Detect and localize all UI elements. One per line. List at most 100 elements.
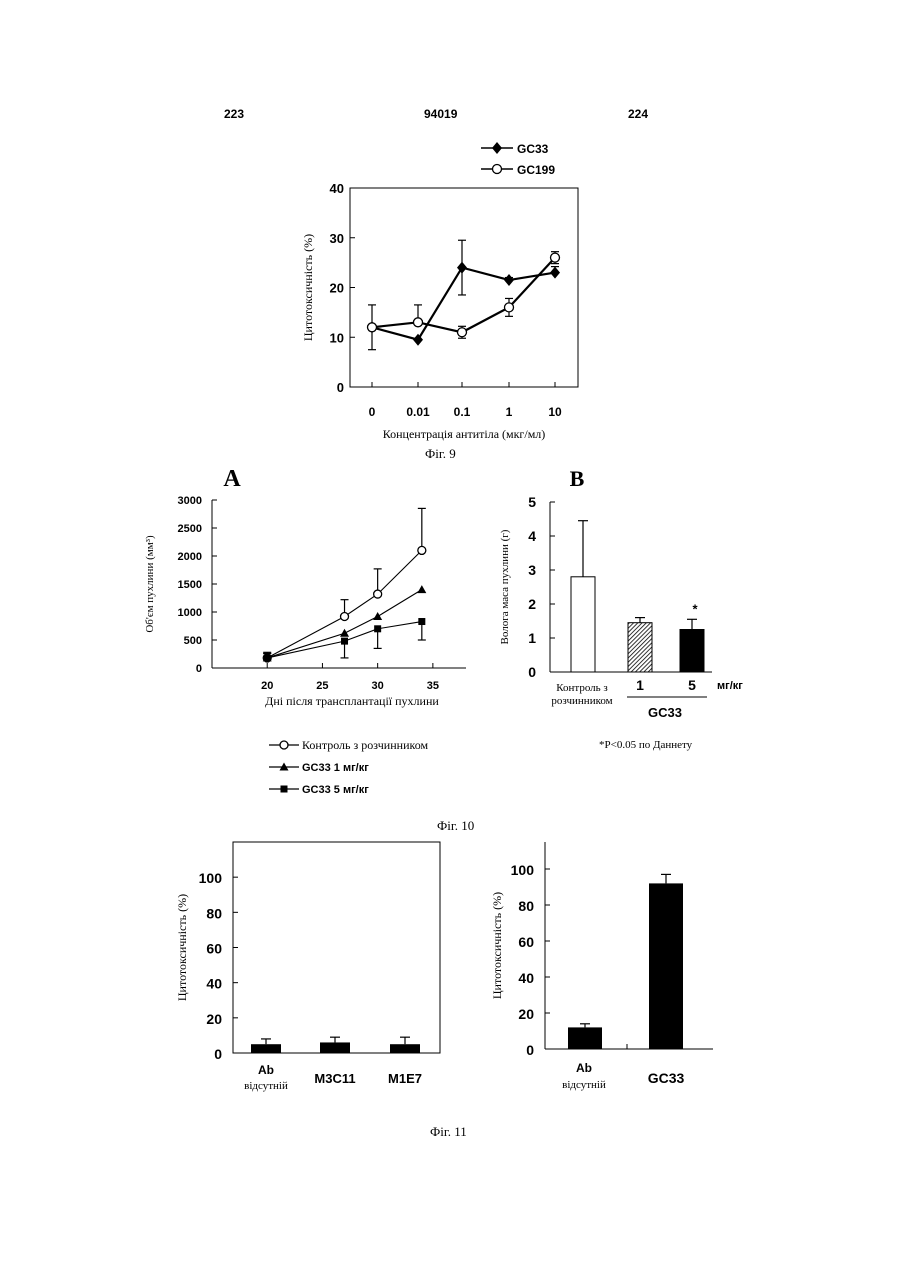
fig10b-xlabel-control-2: розчинником — [551, 695, 612, 707]
fig9-ytick-label: 20 — [330, 281, 344, 296]
fig10a-ytick-label: 2500 — [178, 523, 202, 535]
fig10b-xtick-label: 1 — [636, 677, 644, 693]
fig10a-ytick-label: 3000 — [178, 495, 202, 507]
fig10b-unit-label: мг/кг — [717, 680, 743, 692]
fig10b-ytick-label: 1 — [528, 630, 536, 646]
fig11-right-bar — [568, 1027, 602, 1049]
fig11-right-ylabel: Цитотоксичність (%) — [490, 892, 504, 999]
fig10b-ytick-label: 4 — [528, 528, 536, 544]
fig9-point-GC199 — [458, 328, 467, 337]
fig10a-point — [340, 629, 349, 637]
fig10a-ytick-label: 1500 — [178, 579, 202, 591]
fig9-point-GC199 — [505, 303, 514, 312]
fig10a-point — [418, 546, 426, 554]
fig11-left-ylabel: Цитотоксичність (%) — [175, 894, 189, 1001]
fig10a-ytick-label: 500 — [184, 635, 202, 647]
fig11-right-bar — [649, 883, 683, 1049]
fig11-left-bar — [251, 1044, 281, 1053]
fig10b-bar — [571, 577, 595, 672]
fig10b-panel-letter: B — [570, 466, 585, 491]
fig11-right-xtick-label: GC33 — [648, 1070, 685, 1086]
fig10a-ytick-label: 1000 — [178, 607, 202, 619]
fig10b-xlabel-control-1: Контроль з — [556, 682, 608, 694]
fig10b-ytick-label: 5 — [528, 494, 536, 510]
fig10a-legend-label: GC33 5 мг/кг — [302, 784, 369, 796]
fig9-legend-label: GC33 — [517, 142, 549, 156]
fig11-right-ytick-label: 80 — [518, 898, 534, 914]
fig10a-xtick-label: 25 — [316, 680, 328, 692]
fig11-left-ytick-label: 0 — [214, 1046, 222, 1062]
fig9-xtick-label: 0.1 — [454, 405, 471, 419]
fig10a-legend-marker — [280, 741, 288, 749]
fig10a-ytick-label: 0 — [196, 663, 202, 675]
fig10b-note: *P<0.05 по Даннету — [599, 739, 693, 751]
fig10a-point — [374, 590, 382, 598]
fig9-point-GC33 — [504, 274, 514, 286]
fig9-point-GC199 — [551, 253, 560, 262]
fig10b-bar — [680, 630, 704, 673]
fig10b-significance: * — [692, 601, 698, 616]
fig10a-point — [264, 654, 271, 661]
fig11-left-ytick-label: 100 — [199, 870, 223, 886]
fig9-ytick-label: 10 — [330, 330, 344, 345]
fig10a-xlabel: Дні після трансплантації пухлини — [265, 694, 439, 708]
fig9-point-GC199 — [414, 318, 423, 327]
fig11-right-ytick-label: 20 — [518, 1006, 534, 1022]
fig11-left-plot-frame — [233, 842, 440, 1053]
fig11-right-xlabel-absent: відсутній — [562, 1079, 606, 1091]
fig11-left-ytick-label: 80 — [206, 905, 222, 921]
fig11-right-ytick-label: 100 — [511, 862, 535, 878]
fig10b-ylabel: Волога маса пухлини (г) — [499, 529, 511, 644]
fig10a-point — [417, 585, 426, 593]
fig10a-ytick-label: 2000 — [178, 551, 202, 563]
fig9-point-GC33 — [550, 267, 560, 279]
fig10a-xtick-label: 30 — [372, 680, 384, 692]
fig9-xtick-label: 0 — [369, 405, 376, 419]
fig10b-bar — [628, 623, 652, 672]
fig10b-xtick-label: 5 — [688, 677, 696, 693]
fig10a-point — [341, 612, 349, 620]
fig10a-panel-letter: A — [223, 466, 241, 492]
fig11-left-ytick-label: 40 — [206, 976, 222, 992]
fig11-left-xtick-label: M1E7 — [388, 1071, 422, 1086]
fig10a-point — [418, 618, 425, 625]
fig10a-ylabel: Об'єм пухлини (мм³) — [144, 535, 156, 633]
fig10b-ytick-label: 0 — [528, 664, 536, 680]
fig9-ylabel: Цитотоксичність (%) — [301, 234, 315, 341]
fig10a-point — [373, 612, 382, 620]
fig10a-point — [374, 625, 381, 632]
fig11-left-xlabel-ab: Ab — [258, 1063, 274, 1077]
fig10b-group-label: GC33 — [648, 705, 682, 720]
fig9-ytick-label: 30 — [330, 231, 344, 246]
fig11-left-ytick-label: 20 — [206, 1011, 222, 1027]
fig9-xtick-label: 1 — [506, 405, 513, 419]
fig9-xtick-label: 0.01 — [406, 405, 430, 419]
fig10a-legend-label: Контроль з розчинником — [302, 738, 428, 752]
fig11-right-ytick-label: 0 — [526, 1042, 534, 1058]
fig10a-legend-label: GC33 1 мг/кг — [302, 762, 369, 774]
fig10a-xtick-label: 20 — [261, 680, 273, 692]
fig9-ytick-label: 0 — [337, 380, 344, 395]
fig11-left-bar — [390, 1044, 420, 1053]
fig11-left-xtick-label: M3C11 — [314, 1071, 355, 1086]
fig11-left-xlabel-absent: відсутній — [244, 1080, 288, 1092]
fig10b-ytick-label: 3 — [528, 562, 536, 578]
fig9-ytick-label: 40 — [330, 181, 344, 196]
fig9-xtick-label: 10 — [548, 405, 562, 419]
fig9-legend-marker — [492, 142, 502, 154]
fig9-legend-marker — [493, 165, 502, 174]
fig11-left-bar — [320, 1042, 350, 1053]
figures-canvas: 01020304000.010.1110Цитотоксичність (%)К… — [0, 0, 901, 1273]
fig9-xlabel: Концентрація антитіла (мкг/мл) — [383, 427, 546, 441]
fig11-right-ytick-label: 60 — [518, 934, 534, 950]
fig11-right-xlabel-ab: Ab — [576, 1061, 592, 1075]
fig11-right-ytick-label: 40 — [518, 970, 534, 986]
fig11-left-ytick-label: 60 — [206, 941, 222, 957]
fig10b-ytick-label: 2 — [528, 596, 536, 612]
fig9-legend-label: GC199 — [517, 163, 555, 177]
fig9-plot-frame — [350, 188, 578, 387]
fig10a-point — [341, 638, 348, 645]
fig10a-legend-marker — [281, 786, 288, 793]
fig10a-xtick-label: 35 — [427, 680, 439, 692]
fig9-point-GC199 — [368, 323, 377, 332]
